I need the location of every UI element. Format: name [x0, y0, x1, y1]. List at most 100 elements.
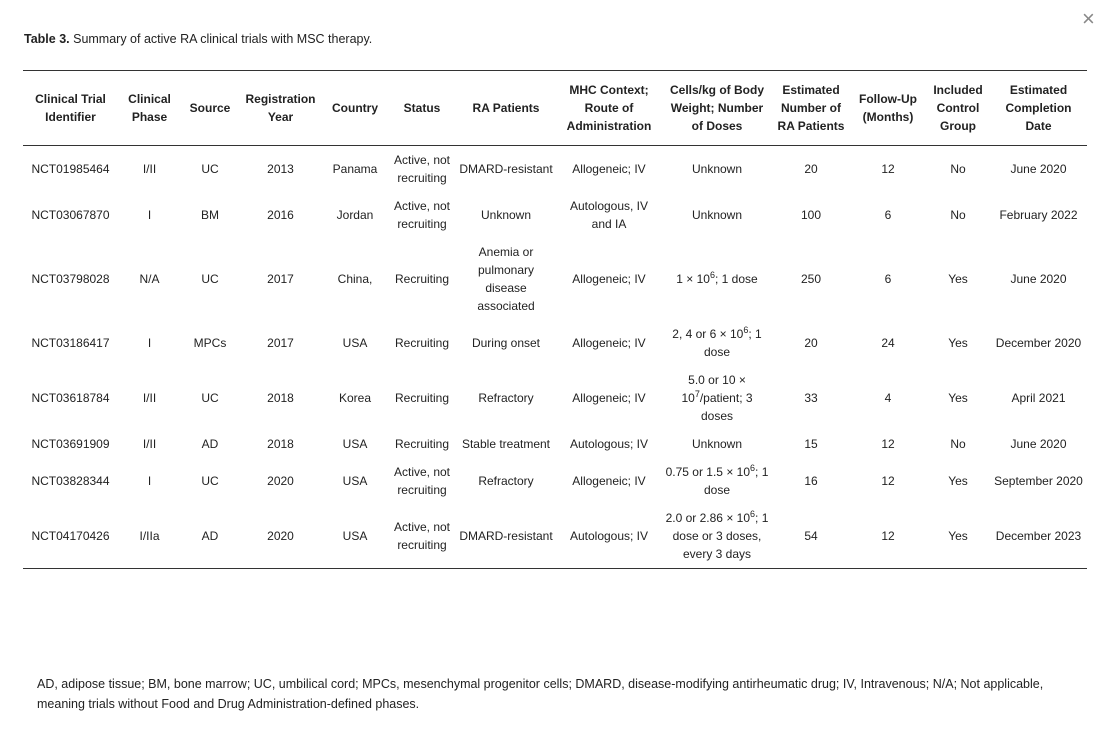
table-cell: I/II — [142, 391, 157, 405]
table-cell: December 2023 — [995, 529, 1082, 543]
table-row: NCT03067870 I BM 2016 Jordan Active, not recr… — [23, 192, 1087, 238]
table-cell: 2016 — [267, 208, 294, 222]
caption-text: Summary of active RA clinical trials wit… — [73, 32, 373, 46]
table-row: NCT03618784 I/II UC 2018 Korea Recruiting Refr… — [23, 366, 1087, 430]
table-cell: Korea — [338, 391, 372, 405]
table-cell: Recruiting — [394, 391, 450, 405]
table-cell: Yes — [948, 272, 968, 286]
superscript: 6 — [750, 463, 756, 473]
table-cell: December 2020 — [995, 336, 1082, 350]
table-cell: Unknown — [691, 162, 743, 176]
table-cell: USA — [342, 437, 368, 451]
close-button[interactable]: × — [1082, 6, 1095, 31]
table-cell: Jordan — [336, 208, 374, 222]
cell-text: ; 1 dose or 3 doses, every 3 days — [672, 511, 769, 561]
table-cell: USA — [342, 474, 368, 488]
table-cell: NCT03067870 — [31, 208, 110, 222]
table-cell: 1 × 106; 1 dose — [662, 238, 772, 320]
table-cell: UC — [201, 474, 219, 488]
table-cell: February 2022 — [999, 208, 1078, 222]
table-cell: Autologous; IV — [569, 437, 649, 451]
table-cell: NCT03828344 — [31, 474, 110, 488]
table-cell: DMARD-resistant — [459, 162, 553, 176]
table-cell: 2, 4 or 6 × 106; 1 dose — [662, 320, 772, 366]
table-cell: 100 — [800, 208, 822, 222]
cell-text: ; 1 dose — [715, 272, 758, 286]
table-cell: June 2020 — [1010, 272, 1067, 286]
table-cell: USA — [342, 529, 368, 543]
table-cell: 2020 — [267, 529, 294, 543]
table-cell: Allogeneic; IV — [572, 391, 646, 405]
table-cell: MPCs — [193, 336, 227, 350]
table-row: NCT03828344 I UC 2020 USA Active, not recruit… — [23, 458, 1087, 504]
table-cell: Unknown — [480, 208, 532, 222]
table-cell: NCT04170426 — [31, 529, 110, 543]
table-cell: June 2020 — [1010, 162, 1067, 176]
table-cell: September 2020 — [994, 474, 1083, 488]
table-cell: Active, not recruiting — [393, 520, 451, 552]
table-cell: Allogeneic; IV — [572, 474, 646, 488]
table-cell: 24 — [881, 336, 895, 350]
table-cell: No — [950, 162, 966, 176]
table-cell: UC — [201, 391, 219, 405]
table-cell: AD — [201, 437, 219, 451]
table: Clinical Trial Identifier Clinical Phase S… — [23, 70, 1087, 569]
table-cell: Allogeneic; IV — [572, 272, 646, 286]
superscript: 7 — [694, 389, 700, 399]
table-cell: 6 — [884, 272, 892, 286]
table-cell: 2017 — [267, 336, 294, 350]
table-body: NCT01985464 I/II UC 2013 Panama Active, not r… — [23, 146, 1087, 569]
cell-text: 2.0 or 2.86 × 10 — [665, 511, 751, 525]
header-cell: Status — [388, 70, 456, 146]
table-cell: I — [147, 208, 152, 222]
superscript: 6 — [709, 270, 715, 280]
cell-text: ; 1 dose — [703, 327, 762, 359]
header-cell: Included Control Group — [926, 70, 990, 146]
table-row: NCT04170426 I/IIa AD 2020 USA Active, not rec… — [23, 504, 1087, 569]
table-cell: Unknown — [691, 437, 743, 451]
table-cell: 20 — [804, 336, 818, 350]
table-cell: DMARD-resistant — [459, 529, 553, 543]
table-cell: I/IIa — [139, 529, 160, 543]
header-cell: Clinical Trial Identifier — [23, 70, 118, 146]
table-cell: No — [950, 208, 966, 222]
table-cell: Autologous, IV and IA — [569, 199, 649, 231]
table-cell: N/A — [139, 272, 160, 286]
header-row: Clinical Trial Identifier Clinical Phase S… — [23, 70, 1087, 146]
table-cell: USA — [342, 336, 368, 350]
caption: Table 3. Summary of active RA clinical t… — [24, 32, 372, 46]
table-cell: Active, not recruiting — [393, 153, 451, 185]
table-cell: Yes — [948, 391, 968, 405]
table-cell: UC — [201, 162, 219, 176]
table-row: NCT01985464 I/II UC 2013 Panama Active, not r… — [23, 146, 1087, 193]
table-cell: Yes — [948, 474, 968, 488]
table-cell: NCT03618784 — [31, 391, 110, 405]
table-cell: 2017 — [267, 272, 294, 286]
table-cell: 2013 — [267, 162, 294, 176]
table-cell: Allogeneic; IV — [572, 162, 646, 176]
table-cell: Recruiting — [394, 272, 450, 286]
header-cell: Estimated Completion Date — [990, 70, 1087, 146]
table-cell: 2.0 or 2.86 × 106; 1 dose or 3 doses, ev… — [662, 504, 772, 569]
cell-text: ; 1 dose — [703, 465, 769, 497]
table-cell: I — [147, 336, 152, 350]
table-cell: I/II — [142, 437, 157, 451]
header-cell: Country — [322, 70, 388, 146]
table-cell: 20 — [804, 162, 818, 176]
table-cell: 250 — [800, 272, 822, 286]
table-cell: 6 — [884, 208, 892, 222]
table-cell: UC — [201, 272, 219, 286]
table-cell: Autologous; IV — [569, 529, 649, 543]
table-cell: 54 — [804, 529, 818, 543]
header-cell: Clinical Phase — [118, 70, 181, 146]
caption-label: Table 3. — [24, 32, 70, 46]
table-cell: BM — [201, 208, 219, 222]
table-cell: 0.75 or 1.5 × 106; 1 dose — [662, 458, 772, 504]
header-cell: Source — [181, 70, 239, 146]
table-cell: Yes — [948, 336, 968, 350]
table-cell: 16 — [804, 474, 818, 488]
superscript: 6 — [743, 325, 749, 335]
cell-text: 5.0 or 10 × 10 — [681, 373, 746, 405]
table-row: NCT03798028 N/A UC 2017 China, Recruiting Anem… — [23, 238, 1087, 320]
